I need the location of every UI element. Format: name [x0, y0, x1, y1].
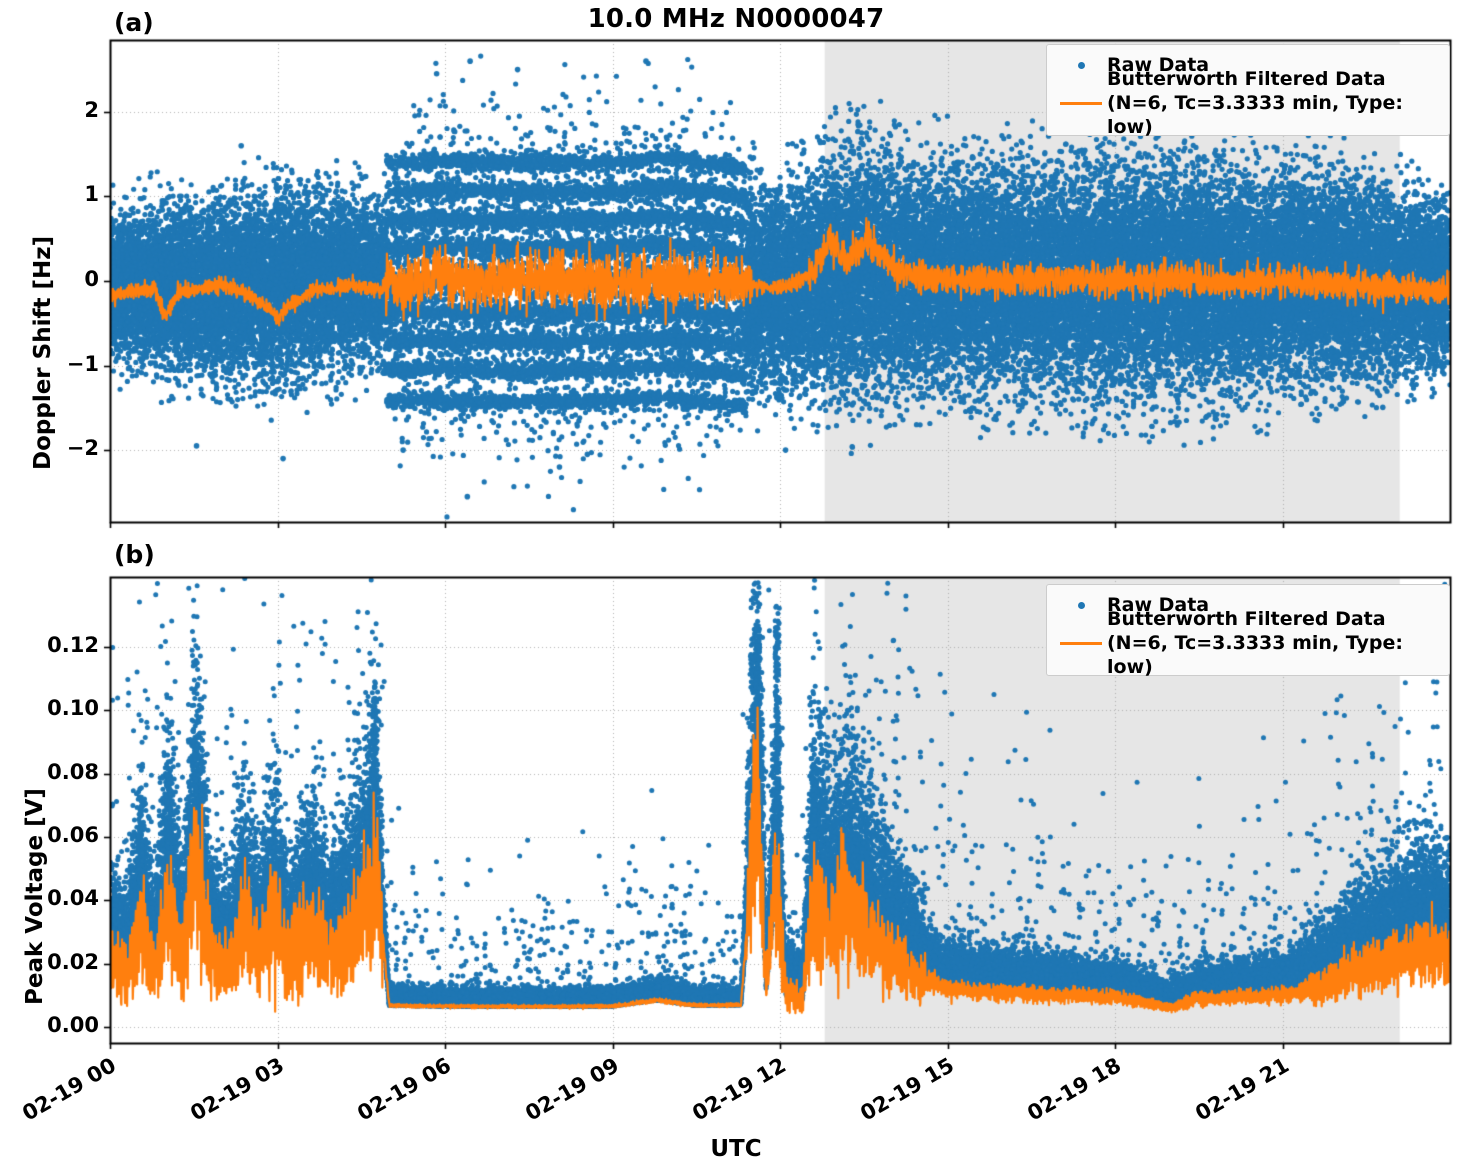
panel-a-y-tick-label: 2	[84, 97, 99, 122]
panel-a-y-tick-label: −2	[66, 436, 99, 461]
panel-a-legend: Raw Data Butterworth Filtered Data (N=6,…	[1046, 44, 1450, 138]
raw-data-marker-icon	[1055, 61, 1107, 69]
x-axis-title: UTC	[710, 1136, 762, 1162]
legend-entry-raw-data: Raw Data	[1055, 52, 1439, 78]
panel-b-y-tick-label: 0.04	[47, 886, 99, 911]
filtered-data-line-icon	[1055, 641, 1107, 645]
panel-b-legend: Raw Data Butterworth Filtered Data (N=6,…	[1046, 584, 1450, 678]
panel-b-y-axis-title: Peak Voltage [V]	[22, 788, 48, 1005]
legend-entry-filtered-data: Butterworth Filtered Data (N=6, Tc=3.333…	[1055, 68, 1439, 138]
raw-data-marker-icon	[1055, 601, 1107, 609]
legend-label-raw-data: Raw Data	[1107, 54, 1210, 76]
legend-entry-raw-data: Raw Data	[1055, 592, 1439, 618]
panel-a-label: (a)	[114, 8, 154, 37]
panel-a-y-tick-label: 0	[84, 267, 99, 291]
panel-a-y-axis-title: Doppler Shift [Hz]	[30, 235, 56, 470]
panel-b-y-tick-label: 0.06	[47, 822, 99, 847]
panel-a-y-tick-label: −1	[66, 351, 99, 376]
panel-b-y-tick-label: 0.08	[47, 759, 99, 784]
legend-label-filtered-data: Butterworth Filtered Data (N=6, Tc=3.333…	[1107, 68, 1403, 138]
panel-b-y-tick-label: 0.00	[47, 1013, 99, 1038]
panel-b-y-tick-label: 0.02	[47, 949, 99, 974]
panel-b-label: (b)	[114, 540, 155, 569]
legend-label-raw-data: Raw Data	[1107, 594, 1210, 616]
panel-b-y-tick-label: 0.12	[47, 632, 99, 657]
panel-b-y-tick-label: 0.10	[47, 696, 99, 721]
filtered-data-line-icon	[1055, 101, 1107, 105]
legend-label-filtered-data: Butterworth Filtered Data (N=6, Tc=3.333…	[1107, 608, 1403, 678]
figure-title: 10.0 MHz N0000047	[587, 4, 885, 34]
legend-entry-filtered-data: Butterworth Filtered Data (N=6, Tc=3.333…	[1055, 608, 1439, 678]
panel-a-y-tick-label: 1	[84, 182, 99, 207]
